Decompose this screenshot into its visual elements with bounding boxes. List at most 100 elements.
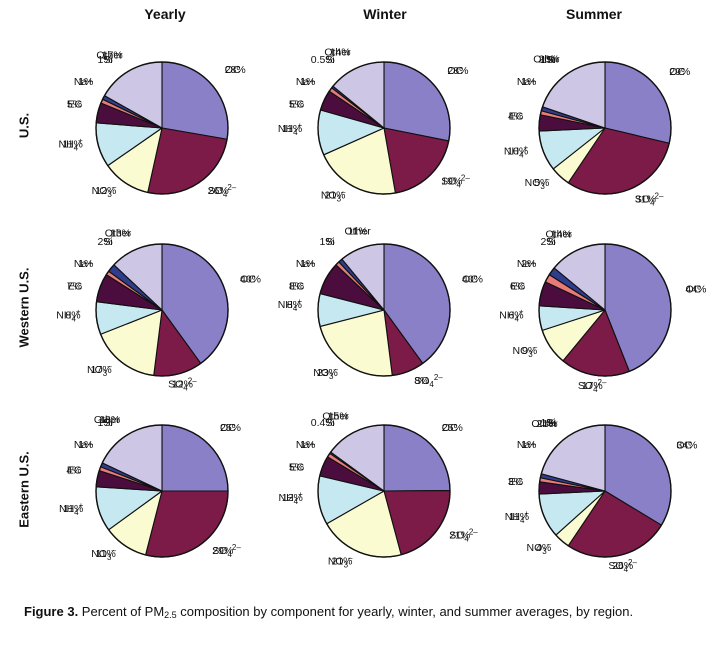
slice-ec-label: EC3%	[508, 476, 524, 488]
slice-nh4-label: NH4+11%	[59, 501, 84, 517]
slice-nh4-label: NH4+11%	[278, 121, 303, 137]
slice-oc	[383, 61, 451, 142]
slice-other-label: Other13%	[105, 227, 132, 239]
slice-nh4-label: NH4+11%	[59, 136, 84, 152]
slice-so4-label: SO42–26%	[608, 558, 637, 574]
pie-outline	[538, 243, 672, 377]
slice-oc-label: OC40%	[462, 274, 483, 286]
slice-oc-label: OC44%	[686, 284, 707, 296]
slice-na-label: Na+1%	[74, 439, 94, 451]
slice-ec-label: EC4%	[66, 465, 82, 477]
slice-so4-label: SO42–21%	[449, 528, 478, 544]
pie-outline	[317, 61, 451, 195]
slice-si-label: Si2%	[98, 236, 113, 248]
slice-no3-label: NO3–4%	[527, 540, 552, 556]
slice-so4-label: SO42–17%	[578, 378, 607, 394]
slice-oc	[161, 61, 229, 140]
slice-oc-label: OC34%	[676, 440, 697, 452]
slice-na-label: Na+1%	[296, 439, 316, 451]
pie-eastern-u-s-winter: OC25% SO42–21% NO3–21% NH4+12% EC5% Na+1% Si0.…	[279, 410, 479, 569]
slice-so4-label: SO42–26%	[208, 183, 237, 199]
slice-no3-label: NO3–9%	[513, 343, 538, 359]
slice-no3-label: NO3–21%	[321, 187, 346, 203]
slice-na-label: Na+1%	[74, 258, 94, 270]
slice-ec-label: EC7%	[67, 281, 83, 293]
slice-other-label: Other14%	[324, 47, 351, 59]
slice-si-label: Si1%	[98, 417, 113, 429]
pie-outline	[538, 61, 672, 195]
slice-other-label: Other17%	[96, 50, 123, 62]
slice-other-label: Other11%	[344, 226, 371, 238]
column-title-winter: Winter	[363, 6, 407, 22]
slice-so4-label: SO42–19%	[441, 174, 470, 190]
slice-ec-label: EC5%	[289, 99, 305, 111]
slice-ec-label: EC6%	[510, 281, 526, 293]
caption-label: Figure 3.	[24, 604, 79, 619]
pie-western-u-s-summer: OC44% SO42–17% NO3–9% NH4+6% EC6% Na+2% Si2%Ot…	[499, 228, 706, 394]
slice-oc-label: OC28%	[447, 65, 468, 77]
slice-ec-label: EC4%	[508, 111, 524, 123]
slice-so4-label: SO42–12%	[168, 376, 197, 392]
slice-na-label: Na+1%	[517, 439, 537, 451]
slice-nh4-label: NH4+12%	[279, 490, 304, 506]
slice-other-label: Other21%	[531, 418, 558, 430]
slice-ec-label: EC5%	[289, 462, 305, 474]
slice-so4-label: SO42–29%	[212, 543, 241, 559]
pie-u-s-summer: OC29% SO42–31% NO3–5% NH4+10% EC4% Na+1% Si1%O…	[504, 54, 690, 208]
slice-si-label: Si0.4%	[311, 417, 335, 429]
slice-si-label: Si1%	[98, 54, 113, 66]
pie-western-u-s-winter: OC40% SO42–8% NO3–23% NH4+8% EC8% Na+1% Si1% Ot…	[278, 226, 483, 390]
pie-outline	[95, 424, 229, 558]
slice-other-label: Other14%	[546, 228, 573, 240]
pie-eastern-u-s-summer: OC34% SO42–26% NO3–4% NH4+11% EC3% Na+1% Si1%O…	[505, 417, 698, 574]
slice-oc-label: OC25%	[442, 422, 463, 434]
slice-si-label: Si1%	[541, 54, 556, 66]
slice-si-label: Si1%	[320, 236, 335, 248]
slice-na-label: Na+1%	[517, 76, 537, 88]
slice-no3-label: NO3–5%	[525, 175, 550, 191]
slice-na-label: Na+1%	[74, 76, 94, 88]
slice-nh4-label: NH4+11%	[505, 509, 530, 525]
slice-no3-label: NO3–11%	[91, 546, 116, 562]
slice-no3-label: NO3–12%	[92, 183, 117, 199]
slice-oc-label: OC28%	[225, 64, 246, 76]
slice-oc-label: OC29%	[669, 66, 690, 78]
pie-eastern-u-s-yearly: OC25% SO42–29% NO3–11% NH4+11% EC4% Na+1% Si1%…	[59, 414, 241, 562]
slice-so4-label: SO42–31%	[635, 191, 664, 207]
column-title-yearly: Yearly	[144, 6, 186, 22]
caption-text-after: composition by component for yearly, win…	[176, 604, 634, 619]
slice-ec-label: EC5%	[67, 99, 83, 111]
slice-nh4-label: NH4+8%	[56, 307, 81, 323]
slice-so4-label: SO42–8%	[414, 373, 443, 389]
slice-other-label: Other20%	[533, 54, 560, 66]
slice-no3-label: NO3–23%	[313, 365, 338, 381]
slice-other-label: Other15%	[322, 410, 349, 422]
slice-na-label: Na+1%	[296, 76, 316, 88]
slice-na-label: Na+2%	[517, 258, 537, 270]
pie-u-s-yearly: OC28% SO42–26% NO3–12% NH4+11% EC5% Na+1% Si1%…	[59, 50, 246, 199]
slice-no3-label: NO3–17%	[87, 362, 112, 378]
figure-caption: Figure 3. Percent of PM2.5 composition b…	[24, 604, 704, 620]
slice-nh4-label: NH4+10%	[504, 144, 529, 160]
pie-western-u-s-yearly: OC40% SO42–12% NO3–17% NH4+8% EC7% Na+1% Si2%O…	[56, 227, 261, 392]
slice-ec-label: EC8%	[289, 281, 305, 293]
pie-outline	[317, 424, 451, 558]
slice-na-label: Na+1%	[296, 258, 316, 270]
caption-text-before: Percent of PM	[78, 604, 165, 619]
pie-outline	[538, 424, 672, 558]
slice-nh4-label: NH4+8%	[278, 297, 303, 313]
column-title-summer: Summer	[565, 6, 623, 22]
slice-oc	[161, 424, 229, 492]
slice-nh4-label: NH4+6%	[499, 307, 524, 323]
slice-si-label: Si2%	[541, 236, 556, 248]
slice-other-label: Other18%	[94, 414, 121, 426]
slice-si-label: Si0.5%	[311, 54, 335, 66]
slice-oc-label: OC25%	[220, 422, 241, 434]
pie-u-s-winter: OC28% SO42–19% NO3–21% NH4+11% EC5% Na+1% Si0.…	[278, 47, 470, 204]
pie-outline	[317, 243, 451, 377]
pie-outline	[95, 61, 229, 195]
slice-no3-label: NO3–21%	[328, 554, 353, 570]
slice-oc	[383, 424, 451, 492]
pie-outline	[95, 243, 229, 377]
